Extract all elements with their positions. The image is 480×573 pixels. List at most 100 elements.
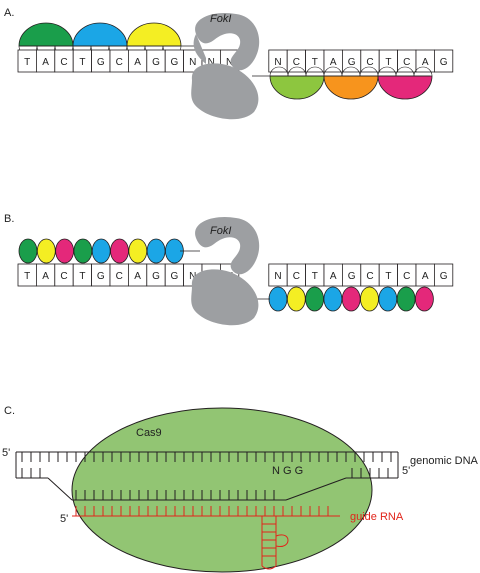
zinc-finger-top <box>126 22 182 47</box>
zinc-finger-contact <box>377 66 397 77</box>
tale-repeat-bottom <box>378 286 398 312</box>
base-cell <box>433 263 454 287</box>
base-letter: C <box>60 271 67 282</box>
base-letter: G <box>348 57 356 68</box>
base-letter: N <box>208 57 215 68</box>
base-letter: G <box>97 271 105 282</box>
panel-b-bottom-tale-repeats <box>252 286 434 312</box>
bottom-strand <box>285 477 347 501</box>
base-letter: T <box>312 271 318 282</box>
tale-repeat-bottom <box>341 286 361 312</box>
base-letter: A <box>422 271 429 282</box>
panel-a-fokI-label: FokI <box>210 13 231 25</box>
tale-repeat-bottom <box>268 286 288 312</box>
base-letter: C <box>293 57 300 68</box>
fokI-top-domain <box>195 12 260 71</box>
zinc-finger-bottom <box>377 75 433 100</box>
base-letter: C <box>116 57 123 68</box>
base-letter: C <box>293 271 300 282</box>
zinc-finger-contact <box>287 66 307 77</box>
base-letter: A <box>42 57 49 68</box>
tale-repeat-top <box>36 238 56 264</box>
tale-repeat-bottom <box>286 286 306 312</box>
zinc-finger-contact <box>395 66 415 77</box>
tale-repeat-top <box>91 238 111 264</box>
base-letter: G <box>152 57 160 68</box>
base-letter: T <box>385 271 391 282</box>
base-letter: A <box>422 57 429 68</box>
base-letter: C <box>366 271 373 282</box>
base-letter: A <box>134 271 141 282</box>
base-letter: N <box>274 271 281 282</box>
panel-c-label: C. <box>4 405 15 417</box>
panel-a-bottom-zinc-fingers <box>252 66 433 100</box>
panel-b-top-tale-repeats <box>18 238 200 264</box>
five-prime-left: 5' <box>2 447 10 459</box>
base-letter: N <box>274 57 281 68</box>
base-letter: T <box>24 271 30 282</box>
tale-repeat-bottom <box>414 286 434 312</box>
zinc-finger-bottom <box>269 75 325 100</box>
panel-a-fokI-enzyme <box>191 12 260 120</box>
fokI-bottom-domain <box>191 63 259 120</box>
fokI-b-bottom-domain <box>191 269 259 326</box>
genomic-dna-duplex <box>15 451 399 501</box>
zinc-finger-contact <box>269 66 289 77</box>
zinc-finger-bottom <box>323 75 379 100</box>
bottom-strand <box>47 477 73 501</box>
five-prime-guide: 5' <box>60 513 68 525</box>
cas9-label: Cas9 <box>136 427 162 439</box>
base-letter: G <box>440 271 448 282</box>
genomic-dna-label: genomic DNA <box>410 455 479 467</box>
base-letter: T <box>79 57 85 68</box>
base-letter: T <box>79 271 85 282</box>
base-letter: T <box>385 57 391 68</box>
base-letter: C <box>403 57 410 68</box>
base-letter: A <box>134 57 141 68</box>
tale-repeat-top <box>146 238 166 264</box>
spacer-letter: N <box>226 57 233 68</box>
base-letter: N <box>189 271 196 282</box>
zinc-finger-contact <box>413 66 433 77</box>
panel-b-fokI-label: FokI <box>210 225 231 237</box>
tale-repeat-top <box>18 238 38 264</box>
base-letter: C <box>116 271 123 282</box>
base-letter: C <box>60 57 67 68</box>
guide-rna-bulge <box>275 534 289 547</box>
base-letter: A <box>330 57 337 68</box>
guide-rna <box>72 506 340 570</box>
base-letter: G <box>152 271 160 282</box>
zinc-finger-top <box>72 22 128 47</box>
base-letter: G <box>97 57 105 68</box>
zinc-finger-contact <box>341 66 361 77</box>
fokI-top-lobe <box>193 34 206 64</box>
fokI-b-top-domain <box>195 216 260 275</box>
zinc-finger-contact <box>305 66 325 77</box>
cas9-protein <box>71 407 373 573</box>
base-letter: A <box>330 271 337 282</box>
base-letter: T <box>312 57 318 68</box>
tale-repeat-bottom <box>360 286 379 312</box>
base-cell <box>433 49 454 73</box>
zinc-finger-contact <box>323 66 343 77</box>
base-letter: C <box>403 271 410 282</box>
panel-b-label: B. <box>4 213 14 225</box>
panel-b-fokI-enzyme <box>191 216 260 326</box>
panel-c: C. Cas9 N G G 5' 5' 5' genomic DNA guide… <box>2 405 479 573</box>
tale-repeat-top <box>55 238 74 264</box>
five-prime-right: 5' <box>402 465 410 477</box>
guide-rna-label: guide RNA <box>350 511 404 523</box>
base-letter: G <box>440 57 448 68</box>
tale-repeat-bottom <box>396 286 416 312</box>
panel-a-label: A. <box>4 7 14 19</box>
base-letter: G <box>348 271 356 282</box>
tale-repeat-bottom <box>323 286 343 312</box>
pam-label: N G G <box>272 465 303 477</box>
base-letter: C <box>366 57 373 68</box>
base-letter: N <box>189 57 196 68</box>
